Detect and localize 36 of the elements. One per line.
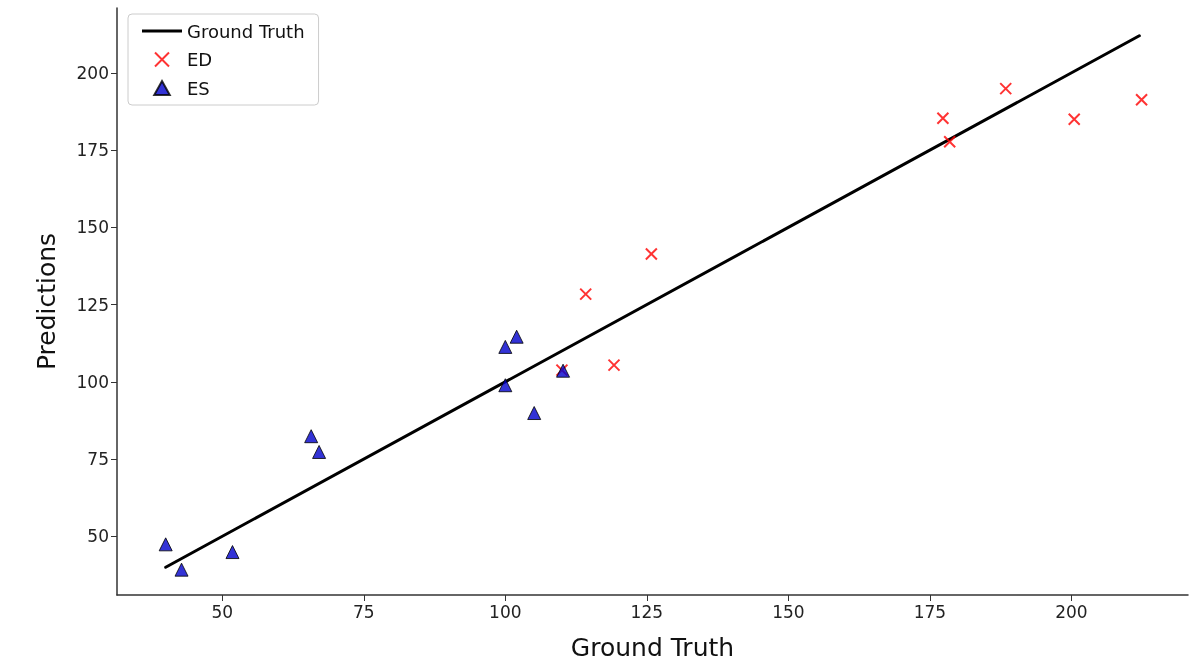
legend-label: ED <box>187 49 213 70</box>
point <box>158 537 173 552</box>
point <box>943 135 957 149</box>
legend-label: ES <box>187 77 210 99</box>
point <box>509 329 524 344</box>
y-tick-label: 200 <box>76 62 109 83</box>
y-tick-label: 100 <box>76 371 109 392</box>
point <box>312 444 327 459</box>
point <box>936 111 950 125</box>
point <box>527 406 542 421</box>
point <box>225 545 240 560</box>
point <box>579 287 593 301</box>
x-tick-label: 200 <box>1055 601 1088 622</box>
y-tick-label: 75 <box>87 449 109 470</box>
x-axis-title: Ground Truth <box>570 633 735 662</box>
x-tick-label: 100 <box>489 601 522 622</box>
point <box>607 358 621 372</box>
point <box>644 247 658 261</box>
x-tick-label: 75 <box>352 601 375 622</box>
point <box>498 339 513 354</box>
point <box>304 429 319 444</box>
point <box>1067 112 1081 126</box>
x-tick-label: 150 <box>772 601 805 622</box>
point <box>1135 93 1149 107</box>
legend-label: Ground Truth <box>187 20 305 42</box>
x-tick-label: 50 <box>211 601 234 622</box>
y-tick-label: 50 <box>87 526 109 547</box>
y-tick-label: 150 <box>76 217 109 238</box>
y-tick-label: 125 <box>76 294 109 315</box>
x-tick-label: 125 <box>630 601 664 622</box>
x-tick-label: 175 <box>913 601 947 622</box>
y-tick-label: 175 <box>76 140 109 161</box>
point <box>999 82 1013 96</box>
point <box>498 378 513 393</box>
y-axis-title: Predictions <box>32 232 61 371</box>
point <box>174 562 189 577</box>
